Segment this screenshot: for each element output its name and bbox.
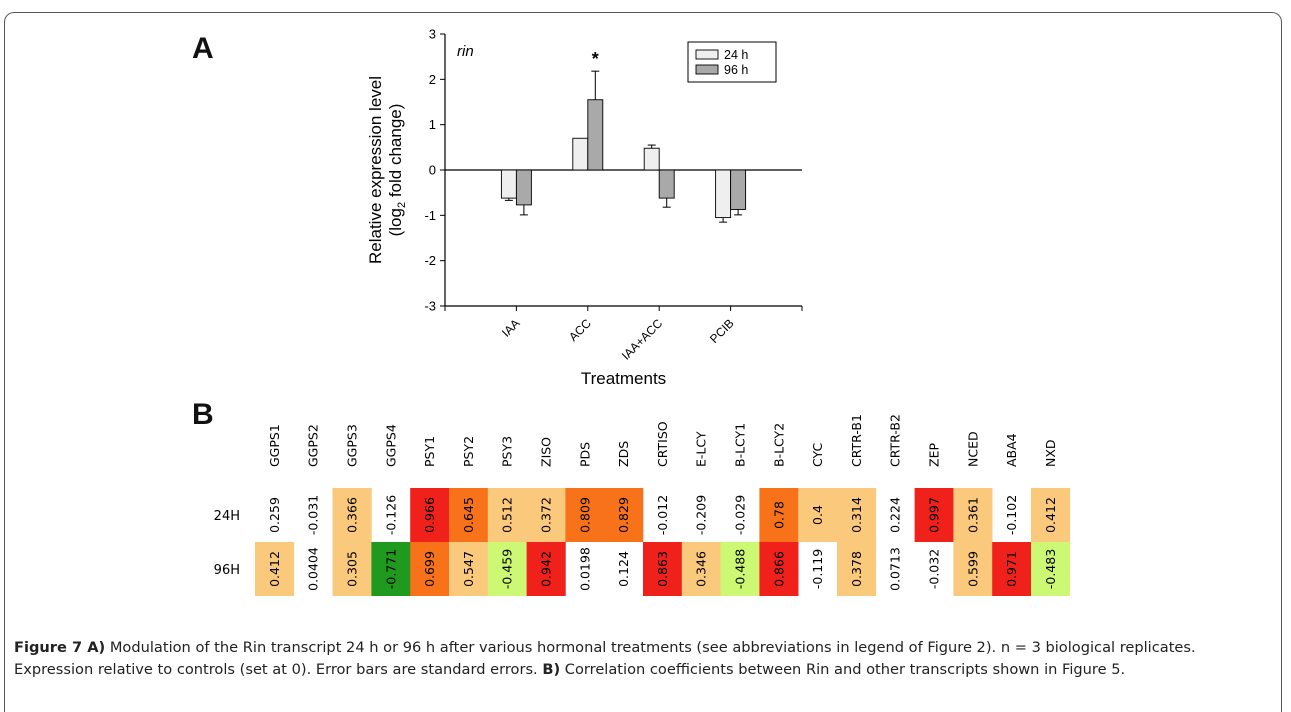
bar bbox=[500, 169, 517, 199]
panel-b-label: B bbox=[192, 398, 214, 431]
figure-caption: Figure 7 A) Modulation of the Rin transc… bbox=[14, 637, 1274, 681]
bar bbox=[572, 137, 589, 171]
bar bbox=[587, 99, 604, 171]
legend-label: 96 h bbox=[724, 63, 748, 77]
bar bbox=[658, 169, 675, 199]
legend-swatch bbox=[695, 64, 719, 75]
y-tick-label: 1 bbox=[429, 117, 436, 132]
significance-marker: * bbox=[592, 49, 599, 69]
y-tick-label: -3 bbox=[424, 299, 436, 314]
y-tick-label: 3 bbox=[429, 27, 436, 42]
figure-frame bbox=[4, 12, 1282, 712]
legend-swatch bbox=[695, 49, 719, 60]
x-tick-label: ACC bbox=[566, 316, 594, 344]
x-tick-label: PCIB bbox=[707, 316, 737, 346]
x-tick-label: IAA+ACC bbox=[619, 316, 666, 363]
bar bbox=[730, 169, 747, 210]
bar bbox=[515, 169, 532, 206]
caption-fig-label: Figure 7 A) bbox=[14, 639, 106, 656]
chart-title: rin bbox=[457, 43, 474, 60]
y-axis-label-line2: (log2 fold change) bbox=[386, 104, 408, 237]
y-axis-label: Relative expression level bbox=[366, 76, 385, 264]
y-tick-label: 2 bbox=[429, 72, 436, 87]
y-tick-label: 0 bbox=[429, 163, 436, 178]
panel-a-label: A bbox=[192, 32, 214, 65]
y-tick-label: -2 bbox=[424, 253, 436, 268]
bar-chart-rin: -3 -2 -1 0 1 2 3 IAA ACC IAA+ACC PCIB * rin 24 h96 h R… bbox=[366, 27, 803, 388]
bar bbox=[715, 169, 732, 219]
bar bbox=[643, 147, 660, 171]
x-axis-label: Treatments bbox=[581, 369, 666, 388]
caption-text-b: Correlation coefficients between Rin and… bbox=[560, 661, 1126, 678]
legend-box bbox=[687, 41, 777, 83]
caption-text-a: Modulation of the Rin transcript 24 h or… bbox=[14, 639, 1196, 678]
legend-label: 24 h bbox=[724, 48, 748, 62]
caption-b-label: B) bbox=[542, 661, 561, 678]
x-tick-label: IAA bbox=[499, 316, 523, 340]
y-tick-label: -1 bbox=[424, 208, 436, 223]
